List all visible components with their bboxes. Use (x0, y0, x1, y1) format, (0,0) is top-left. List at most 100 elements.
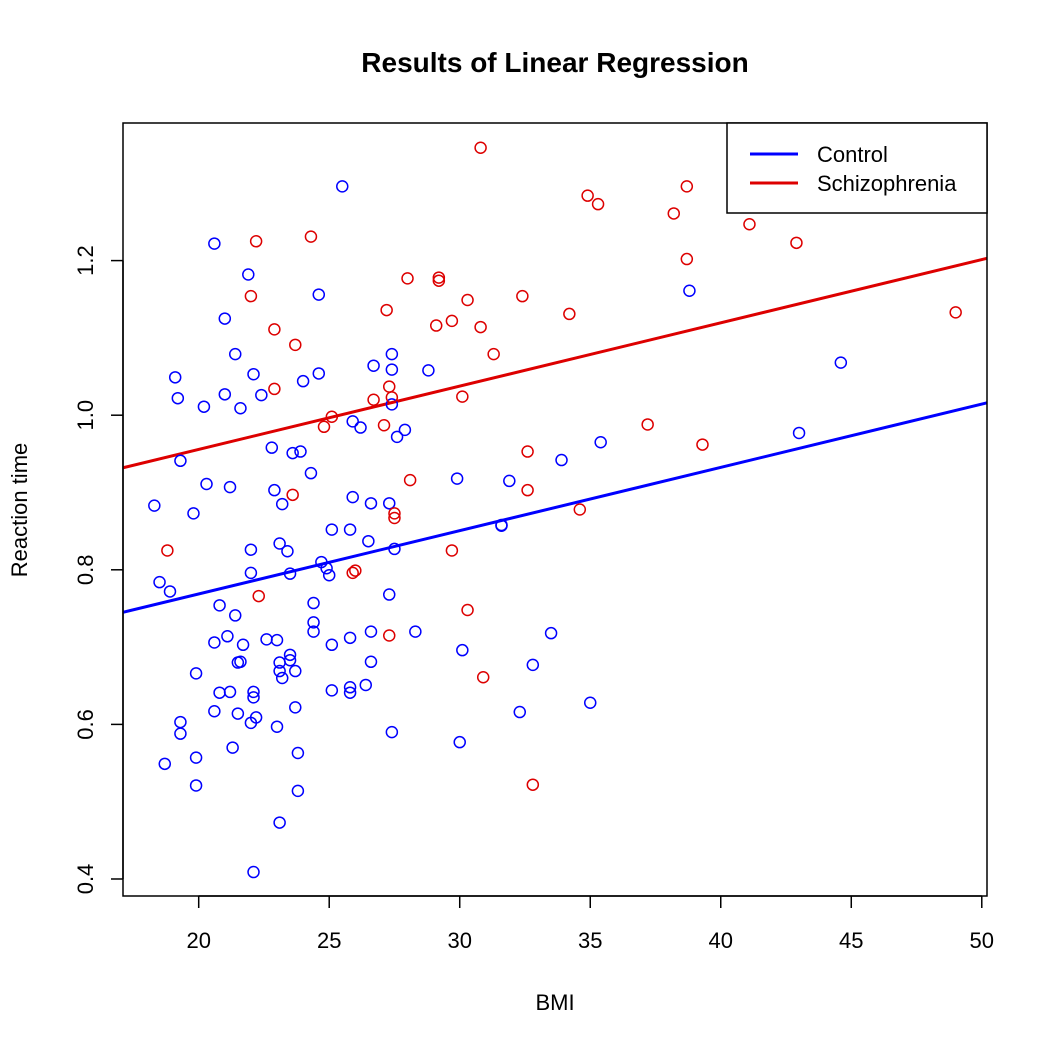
data-point-control (234, 655, 247, 669)
data-point-control (453, 735, 466, 749)
y-axis: 0.4 0.6 0.8 1.0 1.2 (73, 245, 124, 894)
data-point-schizophrenia (949, 306, 962, 319)
data-point-schizophrenia (367, 393, 380, 406)
data-point-schizophrenia (516, 289, 529, 303)
data-point-schizophrenia (377, 418, 391, 432)
data-point-control (223, 480, 237, 494)
data-point-control (286, 446, 299, 460)
x-axis: 20 25 30 35 40 45 50 (186, 895, 994, 953)
data-point-control (385, 347, 399, 361)
data-point-schizophrenia (388, 507, 401, 520)
data-point-schizophrenia (573, 503, 587, 516)
data-point-schizophrenia (680, 252, 694, 266)
fit-line-schizophrenia (122, 256, 988, 470)
data-point-control (346, 490, 359, 504)
data-point-control (163, 585, 177, 598)
data-point-control (242, 268, 255, 281)
data-point-control (218, 312, 232, 325)
data-point-control (367, 359, 380, 372)
data-point-control (307, 596, 320, 610)
data-point-schizophrenia (563, 307, 576, 321)
data-point-schizophrenia (382, 629, 396, 642)
data-point-control (307, 625, 320, 638)
data-point-control (503, 474, 516, 488)
data-point-schizophrenia (526, 778, 540, 791)
data-point-control (153, 575, 166, 589)
data-point-control (244, 566, 258, 580)
data-point-control (283, 648, 297, 662)
data-point-schizophrenia (349, 564, 362, 577)
x-axis-label: BMI (535, 990, 574, 1015)
data-point-control (583, 696, 597, 709)
data-point-control (221, 630, 234, 643)
data-point-control (409, 625, 422, 638)
data-point-control (382, 588, 396, 601)
data-point-control (244, 543, 258, 556)
data-point-schizophrenia (401, 272, 414, 285)
data-point-schizophrenia (244, 289, 258, 303)
data-point-control (390, 430, 404, 444)
data-point-control (273, 664, 286, 678)
legend: Control Schizophrenia (726, 122, 988, 214)
data-point-control (544, 626, 558, 640)
data-point-schizophrenia (667, 207, 681, 220)
data-point-control (168, 371, 182, 384)
x-tick-label: 40 (709, 928, 733, 953)
data-point-control (200, 477, 213, 491)
data-point-control (382, 497, 396, 510)
data-point-control (148, 499, 161, 512)
data-point-control (228, 347, 242, 361)
data-point-control (213, 686, 226, 699)
data-point-schizophrenia (385, 391, 399, 404)
data-point-control (398, 423, 412, 437)
data-point-control (231, 707, 245, 720)
data-point-control (158, 757, 172, 771)
data-point-control (228, 609, 242, 622)
legend-box (726, 122, 988, 214)
data-point-control (346, 415, 359, 428)
data-point-schizophrenia (581, 189, 594, 202)
data-point-control (343, 631, 357, 645)
data-point-schizophrenia (252, 589, 265, 603)
plot-frame (122, 122, 988, 897)
data-point-control (247, 367, 260, 381)
data-point-control (283, 653, 297, 667)
data-point-control (683, 284, 696, 297)
data-point-schizophrenia (268, 323, 281, 336)
data-point-schizophrenia (382, 380, 396, 393)
data-point-schizophrenia (388, 511, 401, 525)
data-point-control (174, 715, 187, 729)
data-point-control (364, 625, 378, 638)
data-point-control (385, 398, 399, 411)
data-point-schizophrenia (268, 382, 281, 396)
data-point-control (359, 678, 373, 692)
data-point-control (322, 568, 336, 582)
data-point-schizophrenia (487, 347, 500, 361)
data-point-control (456, 643, 469, 657)
data-point-control (268, 483, 281, 497)
data-point-control (260, 633, 273, 646)
data-point-control (275, 671, 289, 685)
data-point-control (312, 288, 326, 301)
data-point-schizophrenia (304, 230, 318, 243)
data-point-control (364, 497, 378, 510)
data-point-schizophrenia (403, 473, 417, 487)
data-point-schizophrenia (286, 488, 299, 502)
data-point-schizophrenia (380, 303, 393, 317)
data-point-control (208, 705, 221, 718)
data-point-control (247, 691, 260, 704)
data-point-control (343, 686, 357, 699)
data-point-control (255, 388, 268, 402)
x-tick-label: 45 (839, 928, 863, 953)
fit-lines (122, 256, 988, 614)
data-point-control (247, 865, 260, 879)
data-point-control (289, 701, 302, 714)
data-point-control (385, 363, 399, 376)
data-point-control (289, 664, 302, 678)
data-point-schizophrenia (249, 235, 263, 248)
data-point-schizophrenia (680, 180, 694, 193)
data-point-control (189, 751, 203, 764)
data-point-control (208, 636, 221, 649)
data-point-schizophrenia (432, 274, 446, 287)
data-point-schizophrenia (432, 271, 446, 284)
